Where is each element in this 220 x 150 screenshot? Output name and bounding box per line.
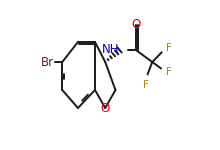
Text: Br: Br (41, 56, 54, 69)
Text: O: O (131, 18, 141, 32)
Text: NH: NH (102, 44, 119, 57)
Text: O: O (101, 102, 110, 114)
Text: F: F (166, 43, 172, 53)
Text: F: F (143, 80, 148, 90)
Text: F: F (166, 67, 172, 77)
